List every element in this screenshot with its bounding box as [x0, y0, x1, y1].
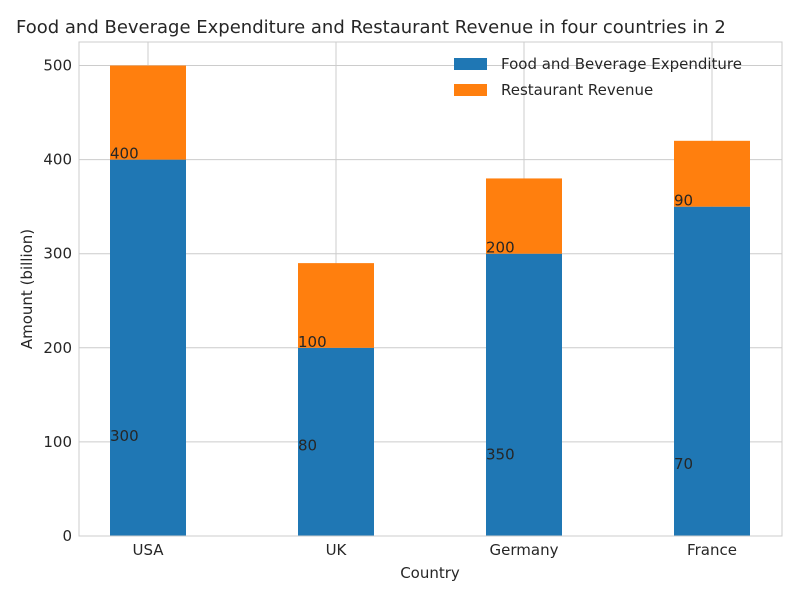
bar-uk-food-beverage [298, 347, 374, 536]
legend-swatch [454, 58, 487, 70]
bar-usa-restaurant-revenue [110, 65, 186, 160]
y-tick-label: 500 [43, 57, 72, 75]
y-ticks: 0 100 200 300 400 500 [43, 57, 72, 545]
x-ticks: USA UK Germany France [132, 541, 736, 559]
annotations: 400 300 100 80 200 350 90 70 [110, 145, 693, 474]
x-tick-label: UK [326, 541, 348, 559]
chart-title: Food and Beverage Expenditure and Restau… [16, 17, 726, 38]
legend-swatch [454, 84, 487, 96]
y-tick-label: 300 [43, 245, 72, 263]
legend-label: Food and Beverage Expenditure [501, 55, 742, 73]
data-label: 200 [486, 239, 515, 257]
y-axis-label: Amount (billion) [18, 229, 36, 349]
x-axis-label: Country [400, 564, 460, 582]
y-tick-label: 200 [43, 339, 72, 357]
x-tick-label: USA [132, 541, 164, 559]
data-label: 70 [674, 455, 693, 473]
bar-germany-food-beverage [486, 253, 562, 536]
bar-usa-food-beverage [110, 159, 186, 536]
plot-background [79, 42, 782, 536]
x-tick-label: France [687, 541, 737, 559]
y-tick-label: 400 [43, 151, 72, 169]
bar-uk-restaurant-revenue [298, 263, 374, 348]
data-label: 80 [298, 436, 317, 454]
bar-france-food-beverage [674, 206, 750, 536]
x-tick-label: Germany [490, 541, 559, 559]
y-tick-label: 0 [62, 527, 72, 545]
data-label: 90 [674, 192, 693, 210]
bar-france-restaurant-revenue [674, 140, 750, 207]
bars [110, 65, 750, 536]
bar-germany-restaurant-revenue [486, 178, 562, 254]
data-label: 300 [110, 427, 139, 445]
legend-label: Restaurant Revenue [501, 81, 653, 99]
y-tick-label: 100 [43, 433, 72, 451]
data-label: 400 [110, 145, 139, 163]
data-label: 350 [486, 446, 515, 464]
legend: Food and Beverage Expenditure Restaurant … [454, 55, 742, 99]
data-label: 100 [298, 333, 327, 351]
plot-frame [78, 41, 783, 537]
